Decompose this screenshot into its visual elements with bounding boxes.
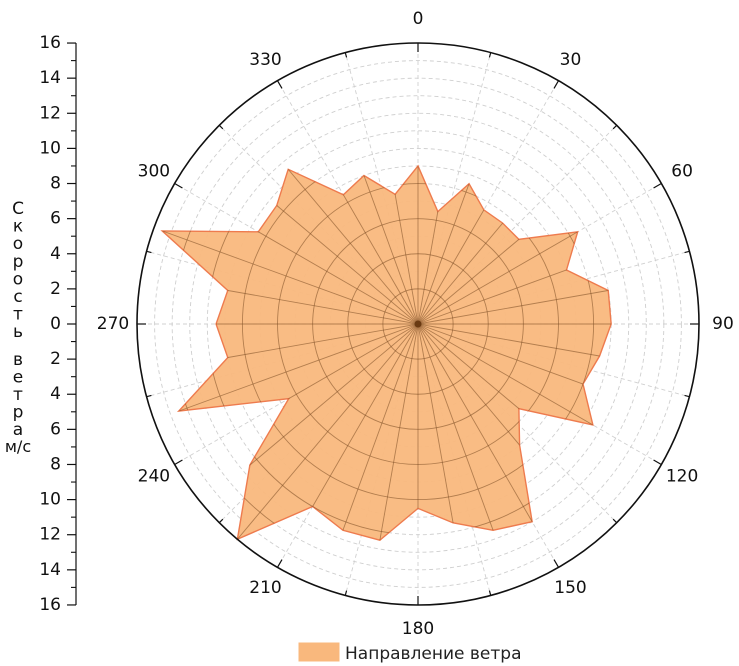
legend: Направление ветра — [298, 642, 521, 664]
center-hub — [414, 320, 422, 328]
grid-ring-minor — [189, 95, 647, 553]
grid-spoke — [417, 52, 492, 325]
mesh-spoke — [417, 323, 515, 541]
angle-major-tick — [276, 559, 283, 568]
angle-minor-tick — [488, 52, 492, 58]
angle-minor-tick — [344, 52, 348, 58]
wind-direction-area — [160, 164, 612, 541]
radial-tick-label: 14 — [39, 560, 61, 580]
mesh-spoke — [277, 165, 419, 325]
radial-tick-label: 14 — [39, 68, 61, 88]
radial-title-char: т — [13, 305, 23, 325]
radial-tick-label: 12 — [39, 103, 61, 123]
grid-spoke — [417, 124, 618, 325]
mesh-spoke — [417, 323, 612, 465]
mesh-spoke — [417, 323, 612, 374]
radial-tick-label: 8 — [50, 454, 61, 474]
angle-label-30: 30 — [560, 50, 582, 70]
grid-spoke — [417, 80, 559, 325]
radial-title-unit: м/с — [5, 437, 31, 456]
radial-tick-label: 0 — [50, 314, 61, 334]
radial-title-char: ь — [13, 322, 23, 342]
radial-title-char: о — [13, 234, 23, 254]
radial-title-char: к — [13, 217, 23, 237]
angle-minor-tick — [612, 124, 618, 130]
radial-title-char: о — [13, 269, 23, 289]
mesh-spoke — [237, 323, 419, 540]
radial-tick-label: 4 — [50, 384, 61, 404]
mesh-spoke — [321, 323, 419, 541]
angle-major-tick — [174, 182, 183, 189]
radial-tick-label: 6 — [50, 209, 61, 229]
grid-ring-minor — [154, 60, 682, 588]
radial-title-char: т — [13, 385, 23, 405]
radial-tick-label: 6 — [50, 419, 61, 439]
angle-minor-tick — [344, 590, 348, 596]
radial-axis: 16 14 12 10 8 6 4 2 0 2 4 6 8 10 12 14 16 — [39, 33, 77, 615]
angle-major-tick — [276, 80, 283, 89]
mesh-spoke — [417, 323, 612, 421]
mesh-spoke — [162, 227, 419, 325]
angle-minor-tick — [218, 518, 224, 524]
mesh-spoke — [162, 323, 419, 421]
radial-tick-label: 8 — [50, 174, 61, 194]
radial-tick-label: 10 — [39, 138, 61, 158]
angle-minor-tick — [146, 250, 152, 254]
radial-title-char: е — [13, 367, 23, 387]
radial-title-char: С — [12, 199, 24, 219]
mesh-spoke — [417, 323, 468, 541]
mesh-spoke — [237, 165, 419, 325]
polar-outer-frame — [136, 42, 700, 606]
radial-title-char: р — [13, 403, 24, 423]
series-area-layer — [160, 164, 612, 541]
mesh-spoke — [417, 183, 612, 325]
mesh-spoke — [417, 274, 612, 325]
angle-label-120: 120 — [666, 467, 698, 487]
angle-minor-tick — [684, 250, 690, 254]
angle-label-60: 60 — [671, 162, 693, 182]
angle-label-210: 210 — [249, 578, 281, 598]
angle-major-tick — [174, 459, 183, 466]
radial-tick-label: 2 — [50, 349, 61, 369]
angle-major-tick — [553, 80, 560, 89]
mesh-spoke — [321, 165, 419, 325]
angle-major-tick — [653, 182, 662, 189]
angle-label-330: 330 — [249, 50, 281, 70]
legend-swatch — [298, 642, 340, 662]
angle-label-270: 270 — [97, 314, 129, 334]
angle-minor-tick — [684, 394, 690, 398]
angle-label-0: 0 — [413, 9, 424, 29]
angle-label-90: 90 — [712, 314, 734, 334]
angle-minor-tick — [218, 124, 224, 130]
mesh-spoke — [417, 165, 515, 325]
radial-title-char: а — [13, 420, 23, 440]
angle-label-180: 180 — [402, 619, 434, 639]
radial-tick-label: 4 — [50, 244, 61, 264]
radial-tick-label: 12 — [39, 525, 61, 545]
angle-minor-tick — [612, 518, 618, 524]
radial-tick-label: 16 — [39, 33, 61, 53]
legend-label: Направление ветра — [345, 644, 521, 664]
angle-major-tick — [653, 459, 662, 466]
angle-major-tick — [553, 559, 560, 568]
radial-title-char: р — [13, 252, 24, 272]
angle-minor-tick — [488, 590, 492, 596]
angle-label-300: 300 — [138, 162, 170, 182]
radial-tick-label: 10 — [39, 490, 61, 510]
radial-tick-label: 16 — [39, 595, 61, 615]
angle-tick-labels: 0 30 60 90 120 150 180 210 240 270 300 330 — [97, 9, 734, 639]
mesh-spoke — [368, 323, 419, 541]
radial-tick-label: 2 — [50, 279, 61, 299]
radial-title-char: в — [13, 350, 23, 370]
angle-minor-tick — [146, 394, 152, 398]
mesh-spoke — [417, 227, 612, 325]
angle-label-240: 240 — [138, 467, 170, 487]
angle-label-150: 150 — [554, 578, 586, 598]
radial-title-char: с — [13, 287, 22, 307]
